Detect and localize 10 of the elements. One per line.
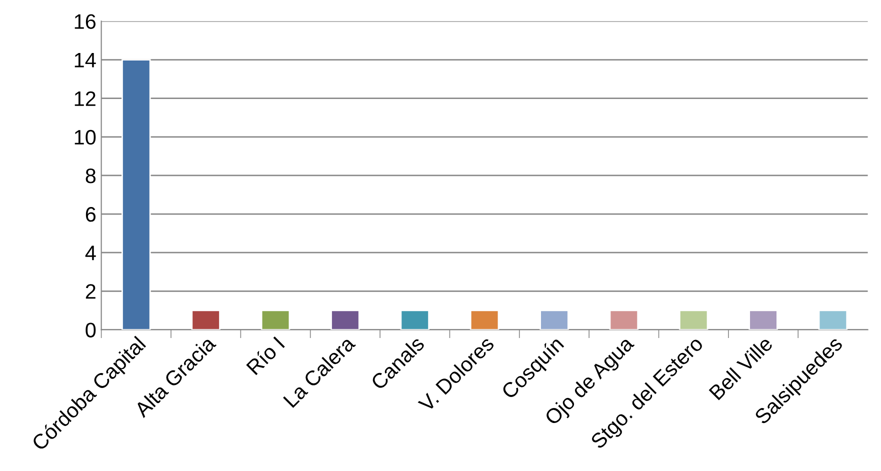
y-tick-label: 2	[86, 284, 96, 299]
y-tick-label: 8	[86, 168, 96, 184]
y-tick-label: 16	[74, 14, 96, 29]
y-tick-label: 10	[74, 130, 96, 145]
x-tick-label: Río I	[245, 336, 285, 376]
y-tick-label: 12	[74, 91, 96, 106]
y-tick-label: 6	[86, 207, 96, 222]
y-tick-label: 14	[74, 52, 96, 68]
y-tick-label: 0	[86, 322, 96, 338]
y-tick-label: 4	[85, 246, 96, 260]
